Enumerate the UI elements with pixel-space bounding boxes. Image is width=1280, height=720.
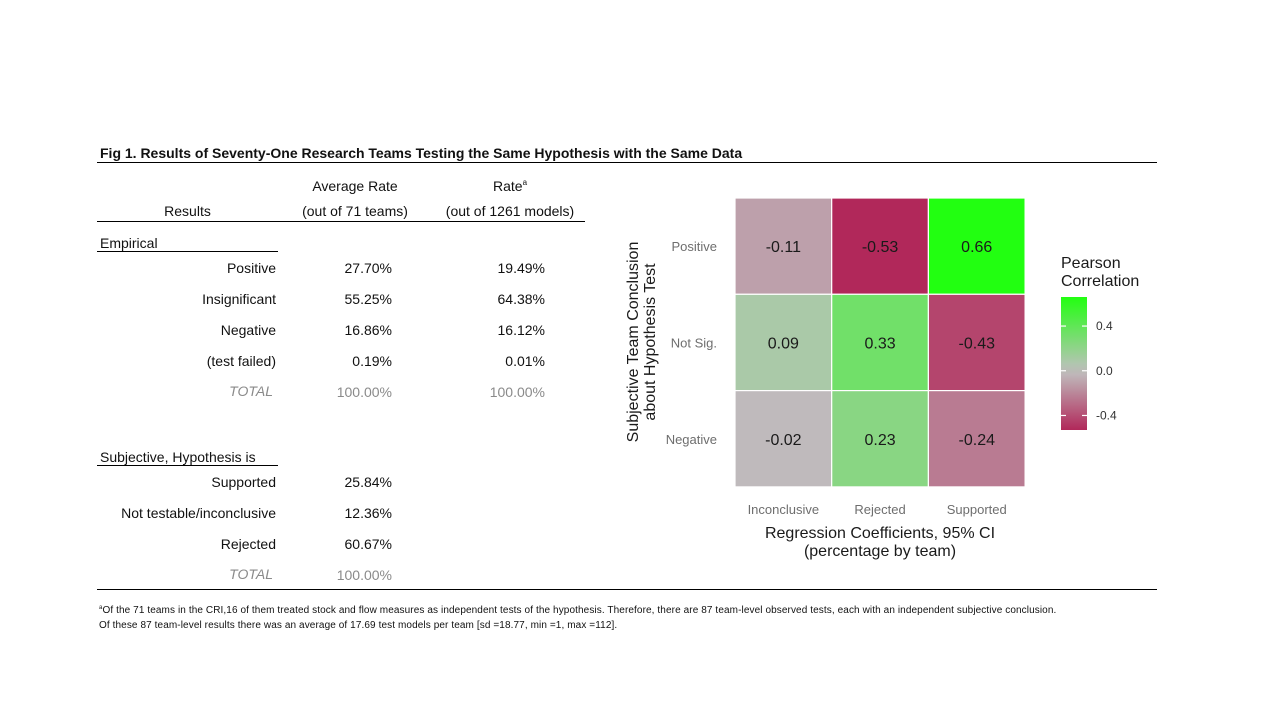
y-tick-label-negative: Negative xyxy=(666,432,717,447)
x-tick-label-rejected: Rejected xyxy=(854,502,905,517)
header-average-rate: Average Rate xyxy=(312,178,398,194)
footnote-line-2: Of these 87 team-level results there was… xyxy=(99,620,618,631)
figure-title: Fig 1. Results of Seventy-One Research T… xyxy=(100,145,743,161)
section-empirical: Empirical xyxy=(100,235,158,251)
row-label-positive: Positive xyxy=(226,260,276,276)
row-label-empirical-total: TOTAL xyxy=(229,383,273,399)
row-label-negative: Negative xyxy=(220,322,276,338)
row-rate-empirical-total: 100.00% xyxy=(489,384,545,400)
header-results: Results xyxy=(164,203,211,219)
row-rate-insignificant: 64.38% xyxy=(497,291,545,307)
legend-tick-label-1: 0.0 xyxy=(1096,364,1113,378)
row-label-not-testable: Not testable/inconclusive xyxy=(121,505,276,521)
heatmap-value-not-sig-supported: -0.43 xyxy=(959,335,996,352)
row-label-test-failed: (test failed) xyxy=(206,353,276,369)
row-rate-test-failed: 0.01% xyxy=(505,353,545,369)
row-rate-positive: 19.49% xyxy=(497,260,545,276)
bottom-rule xyxy=(97,589,1157,590)
footnote-superscript: a xyxy=(99,605,103,611)
heatmap-value-not-sig-rejected: 0.33 xyxy=(864,335,895,352)
section-subjective-rule xyxy=(97,465,278,466)
x-axis-title: Regression Coefficients, 95% CI xyxy=(765,525,995,542)
heatmap-cell-not-sig-inconclusive xyxy=(734,293,833,392)
legend-tick-label-2: -0.4 xyxy=(1096,408,1117,422)
row-label-rejected: Rejected xyxy=(220,536,276,552)
heatmap-value-positive-inconclusive: -0.11 xyxy=(766,239,801,256)
heatmap-value-not-sig-inconclusive: 0.09 xyxy=(768,335,799,352)
header-rate: Ratea xyxy=(440,178,580,194)
title-rule xyxy=(97,162,1157,163)
footnote-line-1: aOf the 71 teams in the CRI,16 of them t… xyxy=(99,601,1169,618)
row-label-supported: Supported xyxy=(211,474,276,490)
heatmap-value-positive-rejected: -0.53 xyxy=(862,239,899,256)
row-rate-negative: 16.12% xyxy=(497,322,545,338)
row-avg-not-testable: 12.36% xyxy=(344,505,392,521)
heatmap-cell-negative-rejected xyxy=(831,390,930,488)
heatmap-cell-positive-rejected xyxy=(831,197,930,295)
heatmap-axis-labels: Positive Not Sig. Negative Inconclusive Reje… xyxy=(625,239,1007,560)
heatmap-cell-positive-inconclusive xyxy=(734,197,833,295)
heatmap-cell-not-sig-rejected xyxy=(831,293,930,392)
row-avg-positive: 27.70% xyxy=(344,260,392,276)
heatmap-value-negative-inconclusive: -0.02 xyxy=(765,432,802,449)
heatmap-cell-negative-supported xyxy=(927,390,1026,488)
heatmap-cells: -0.11 -0.53 0.66 0.09 0.33 -0.43 -0.02 0.23 -0.2… xyxy=(734,197,1026,488)
row-avg-rejected: 60.67% xyxy=(344,536,392,552)
legend-colorbar xyxy=(1061,297,1087,430)
y-axis-title-group: Subjective Team Conclusion about Hypothes… xyxy=(625,242,659,443)
section-subjective: Subjective, Hypothesis is xyxy=(100,449,256,465)
legend-subtitle: Correlation xyxy=(1061,273,1139,290)
row-label-insignificant: Insignificant xyxy=(202,291,276,307)
x-axis-subtitle: (percentage by team) xyxy=(804,543,956,560)
heatmap-value-negative-supported: -0.24 xyxy=(959,432,996,449)
legend-tick-label-0: 0.4 xyxy=(1096,319,1113,333)
row-avg-subjective-total: 100.00% xyxy=(336,567,392,583)
heatmap-value-positive-supported: 0.66 xyxy=(961,239,992,256)
row-label-subjective-total: TOTAL xyxy=(229,566,273,582)
x-tick-label-inconclusive: Inconclusive xyxy=(748,502,820,517)
heatmap-value-negative-rejected: 0.23 xyxy=(864,432,895,449)
row-avg-supported: 25.84% xyxy=(344,474,392,490)
row-avg-empirical-total: 100.00% xyxy=(336,384,392,400)
legend-title: Pearson xyxy=(1061,255,1121,272)
y-tick-label-positive: Positive xyxy=(671,239,717,254)
y-tick-label-not-sig: Not Sig. xyxy=(671,335,717,350)
row-avg-test-failed: 0.19% xyxy=(352,353,392,369)
heatmap-cell-positive-supported xyxy=(927,197,1026,295)
footnote: aOf the 71 teams in the CRI,16 of them t… xyxy=(99,601,1169,633)
footnote-text-1: Of the 71 teams in the CRI,16 of them tr… xyxy=(102,605,1057,616)
row-avg-negative: 16.86% xyxy=(344,322,392,338)
header-rate-sub: (out of 1261 models) xyxy=(445,203,575,219)
header-rule xyxy=(97,221,585,222)
y-axis-subtitle: about Hypothesis Test xyxy=(642,263,659,421)
header-rate-superscript: a xyxy=(522,178,528,187)
heatmap-cell-not-sig-supported xyxy=(927,293,1026,392)
x-tick-label-supported: Supported xyxy=(947,502,1007,517)
row-avg-insignificant: 55.25% xyxy=(344,291,392,307)
header-average-rate-sub: (out of 71 teams) xyxy=(302,203,408,219)
header-rate-text: Rate xyxy=(492,178,523,194)
y-axis-title: Subjective Team Conclusion xyxy=(625,242,642,443)
section-empirical-rule xyxy=(97,251,278,252)
